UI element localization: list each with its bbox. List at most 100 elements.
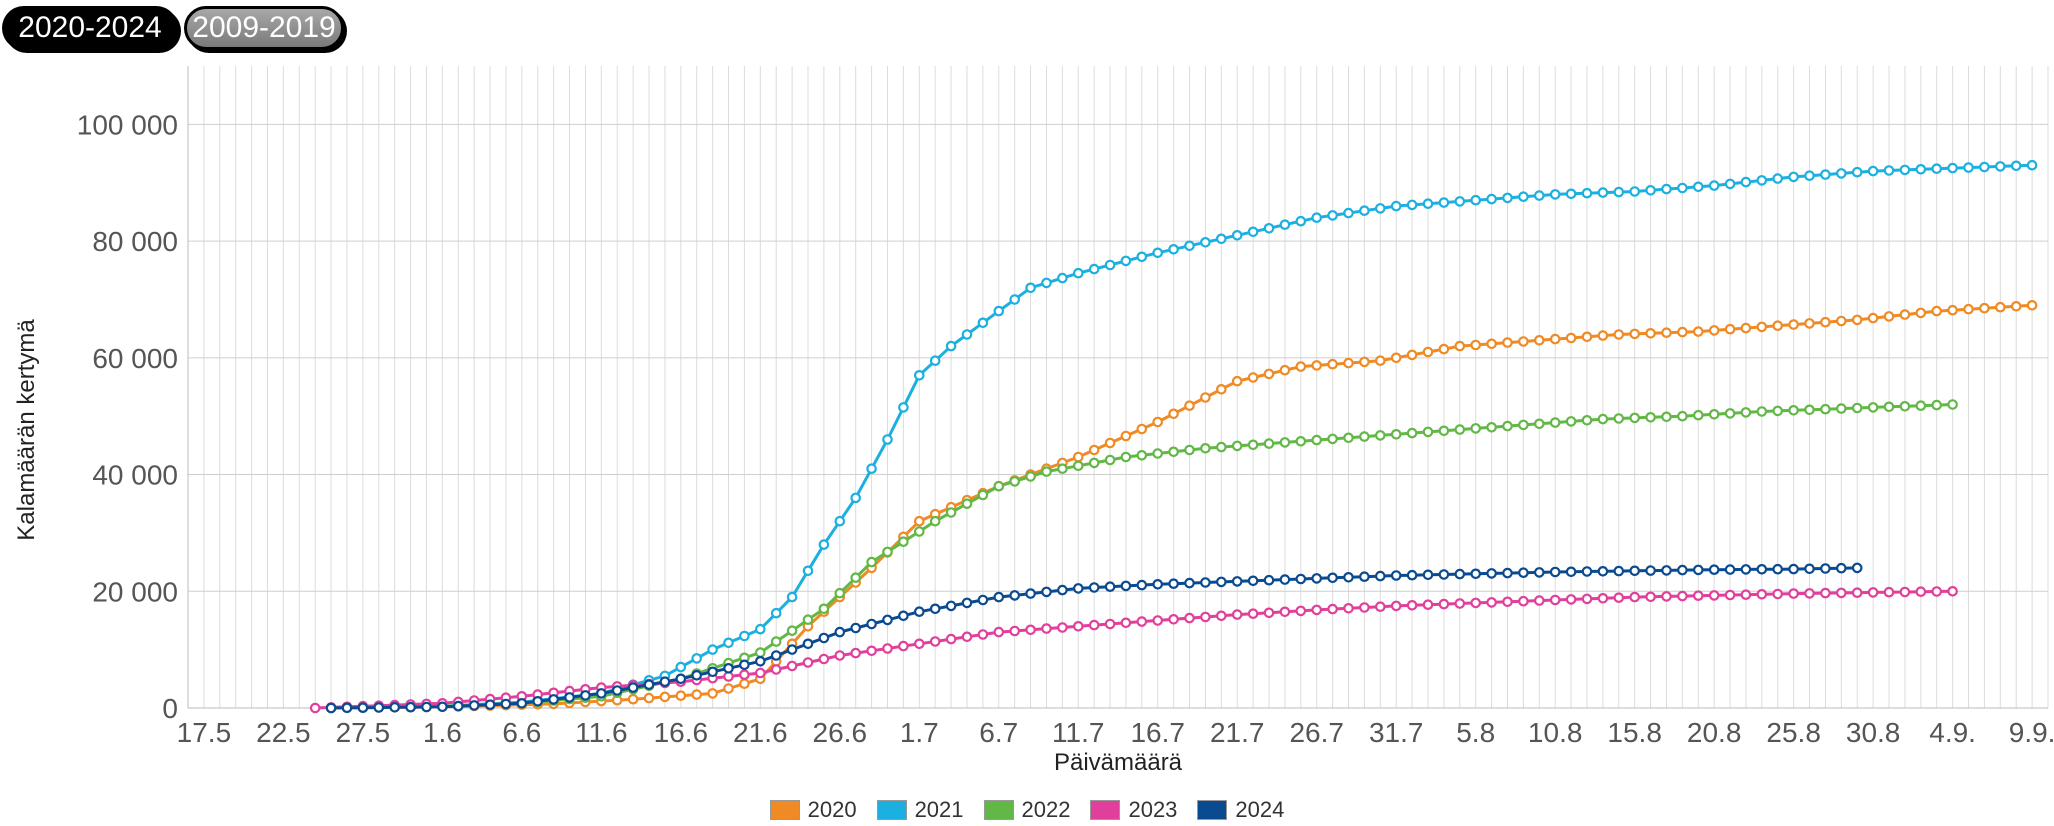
data-point[interactable] — [1740, 322, 1752, 334]
data-point[interactable] — [1629, 328, 1640, 340]
data-point[interactable] — [961, 498, 973, 509]
data-point[interactable] — [1295, 605, 1307, 617]
data-point[interactable] — [882, 434, 893, 445]
data-point[interactable] — [882, 546, 893, 558]
data-point[interactable] — [977, 594, 989, 606]
data-point[interactable] — [1804, 563, 1815, 575]
data-point[interactable] — [1883, 311, 1895, 322]
data-point[interactable] — [1724, 564, 1736, 575]
data-point[interactable] — [850, 622, 861, 634]
data-point[interactable] — [2026, 299, 2038, 311]
data-point[interactable] — [1677, 590, 1688, 602]
data-point[interactable] — [1534, 190, 1545, 201]
data-point[interactable] — [691, 653, 702, 664]
data-point[interactable] — [802, 638, 814, 650]
data-point[interactable] — [1263, 574, 1275, 586]
data-point[interactable] — [1677, 410, 1688, 422]
data-point[interactable] — [1216, 383, 1227, 395]
data-point[interactable] — [1581, 593, 1593, 605]
data-point[interactable] — [786, 644, 798, 655]
data-point[interactable] — [993, 480, 1005, 492]
data-point[interactable] — [1693, 326, 1704, 337]
data-point[interactable] — [1820, 563, 1831, 574]
data-point[interactable] — [818, 653, 830, 665]
data-point[interactable] — [1756, 321, 1768, 333]
data-point[interactable] — [1772, 173, 1783, 184]
data-point[interactable] — [961, 329, 973, 340]
data-point[interactable] — [786, 660, 798, 672]
data-point[interactable] — [1454, 340, 1466, 352]
data-point[interactable] — [580, 690, 591, 701]
data-point[interactable] — [1136, 579, 1148, 591]
data-point[interactable] — [1979, 302, 1990, 314]
data-point[interactable] — [1851, 587, 1863, 598]
data-point[interactable] — [1645, 591, 1656, 603]
data-point[interactable] — [1613, 329, 1625, 340]
data-point[interactable] — [1518, 567, 1529, 578]
data-point[interactable] — [866, 645, 877, 657]
data-point[interactable] — [1534, 595, 1545, 606]
data-point[interactable] — [1200, 237, 1211, 248]
data-point[interactable] — [818, 539, 830, 550]
data-point[interactable] — [1200, 611, 1211, 623]
data-point[interactable] — [1502, 192, 1513, 204]
data-point[interactable] — [1518, 191, 1529, 202]
data-point[interactable] — [1343, 571, 1354, 583]
data-point[interactable] — [691, 689, 702, 700]
data-point[interactable] — [1041, 466, 1052, 477]
data-point[interactable] — [500, 698, 512, 710]
data-point[interactable] — [913, 515, 925, 527]
data-point[interactable] — [1104, 581, 1116, 592]
data-point[interactable] — [1470, 194, 1481, 206]
data-point[interactable] — [1041, 623, 1052, 634]
data-point[interactable] — [1788, 319, 1799, 330]
data-point[interactable] — [754, 647, 766, 658]
data-point[interactable] — [1231, 609, 1243, 620]
data-point[interactable] — [1168, 244, 1179, 255]
data-point[interactable] — [1359, 571, 1370, 582]
data-point[interactable] — [1231, 576, 1243, 587]
data-point[interactable] — [1502, 596, 1513, 608]
data-point[interactable] — [754, 667, 766, 679]
data-point[interactable] — [691, 669, 702, 681]
data-point[interactable] — [1645, 565, 1656, 576]
data-point[interactable] — [1152, 448, 1163, 459]
data-point[interactable] — [1661, 411, 1672, 423]
data-point[interactable] — [739, 678, 750, 689]
data-point[interactable] — [1836, 315, 1847, 327]
data-point[interactable] — [1041, 277, 1052, 289]
data-point[interactable] — [1216, 233, 1227, 245]
data-point[interactable] — [1438, 598, 1450, 610]
data-point[interactable] — [1963, 303, 1974, 315]
data-point[interactable] — [1359, 431, 1370, 442]
data-point[interactable] — [1247, 226, 1259, 238]
data-point[interactable] — [707, 688, 718, 699]
data-point[interactable] — [1820, 587, 1831, 599]
data-point[interactable] — [1549, 189, 1561, 200]
data-point[interactable] — [1740, 176, 1752, 188]
data-point[interactable] — [1406, 427, 1418, 439]
data-point[interactable] — [1502, 420, 1513, 432]
data-point[interactable] — [1327, 210, 1338, 221]
data-point[interactable] — [1247, 439, 1259, 451]
data-point[interactable] — [1915, 586, 1927, 597]
data-point[interactable] — [1756, 588, 1768, 600]
data-point[interactable] — [675, 690, 687, 701]
data-point[interactable] — [1263, 607, 1275, 619]
data-point[interactable] — [1931, 399, 1942, 411]
data-point[interactable] — [1390, 200, 1402, 212]
data-point[interactable] — [1422, 426, 1434, 438]
data-point[interactable] — [1136, 616, 1148, 627]
data-point[interactable] — [1836, 168, 1847, 179]
data-point[interactable] — [1295, 435, 1307, 447]
data-point[interactable] — [866, 463, 877, 474]
data-point[interactable] — [1120, 580, 1132, 592]
data-point[interactable] — [484, 699, 496, 710]
data-point[interactable] — [929, 636, 941, 647]
data-point[interactable] — [1724, 589, 1736, 601]
data-point[interactable] — [532, 695, 543, 707]
data-point[interactable] — [882, 643, 893, 654]
data-point[interactable] — [1693, 409, 1704, 421]
data-point[interactable] — [643, 692, 655, 704]
data-point[interactable] — [1343, 602, 1354, 614]
